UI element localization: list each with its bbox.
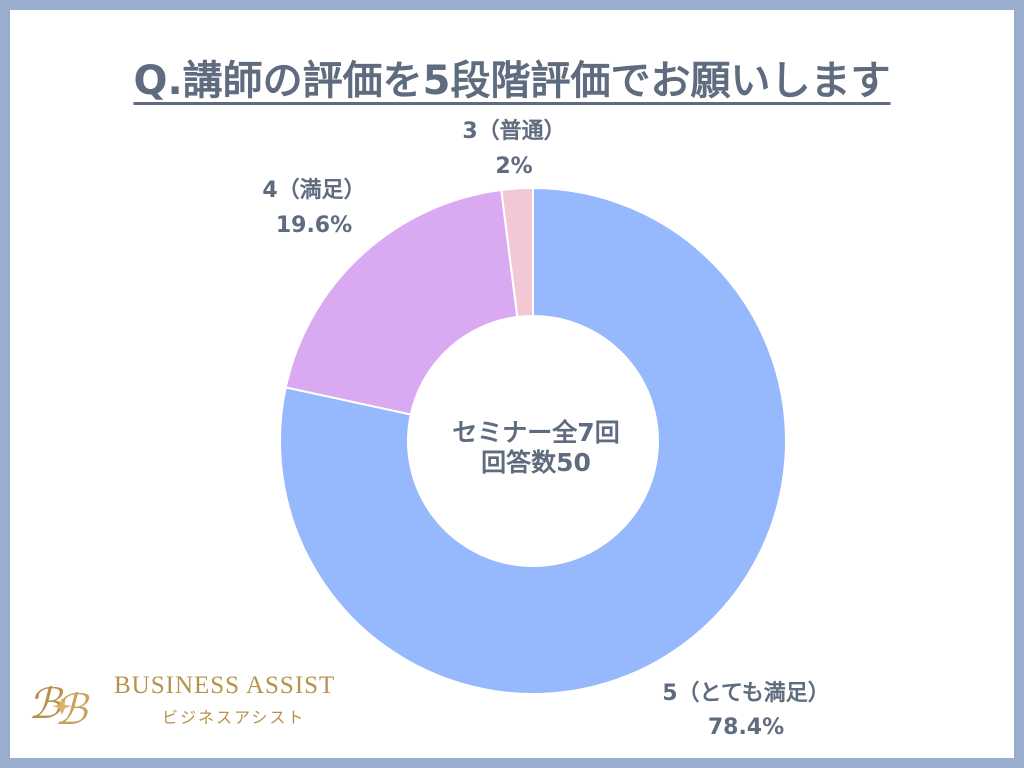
- chart-title: Q.講師の評価を5段階評価でお願いします: [0, 48, 1024, 106]
- donut-slice: [279, 186, 787, 695]
- brand-subtitle: ビジネスアシスト: [162, 708, 306, 727]
- donut-slice: [284, 188, 519, 416]
- donut-slice: [500, 186, 534, 319]
- slice-labels: 5（とても満足） 78.4% 4（満足） 19.6% 3（普通） 2%: [262, 118, 829, 740]
- slice-category-label: 3（普通）: [462, 118, 565, 144]
- center-text-line1: セミナー全7回: [452, 418, 619, 447]
- svg-text:ℬ: ℬ: [54, 685, 90, 734]
- slice-value-label: 19.6%: [276, 213, 352, 238]
- slice-category-label: 4（満足）: [262, 177, 365, 203]
- slice-value-label: 78.4%: [708, 715, 784, 740]
- slice-category-label: 5（とても満足）: [662, 680, 830, 706]
- brand-name: BUSINESS ASSIST: [114, 672, 336, 699]
- business-assist-logo: ℬ ℬ BUSINESS ASSIST ビジネスアシスト: [24, 668, 364, 738]
- chart-title-text: Q.講師の評価を5段階評価でお願いします: [133, 58, 891, 104]
- center-text-line2: 回答数50: [481, 448, 591, 477]
- donut-slices: [279, 186, 787, 695]
- slice-value-label: 2%: [495, 154, 532, 179]
- svg-text:ℬ: ℬ: [28, 679, 64, 728]
- monogram-logo-icon: ℬ ℬ: [28, 679, 90, 734]
